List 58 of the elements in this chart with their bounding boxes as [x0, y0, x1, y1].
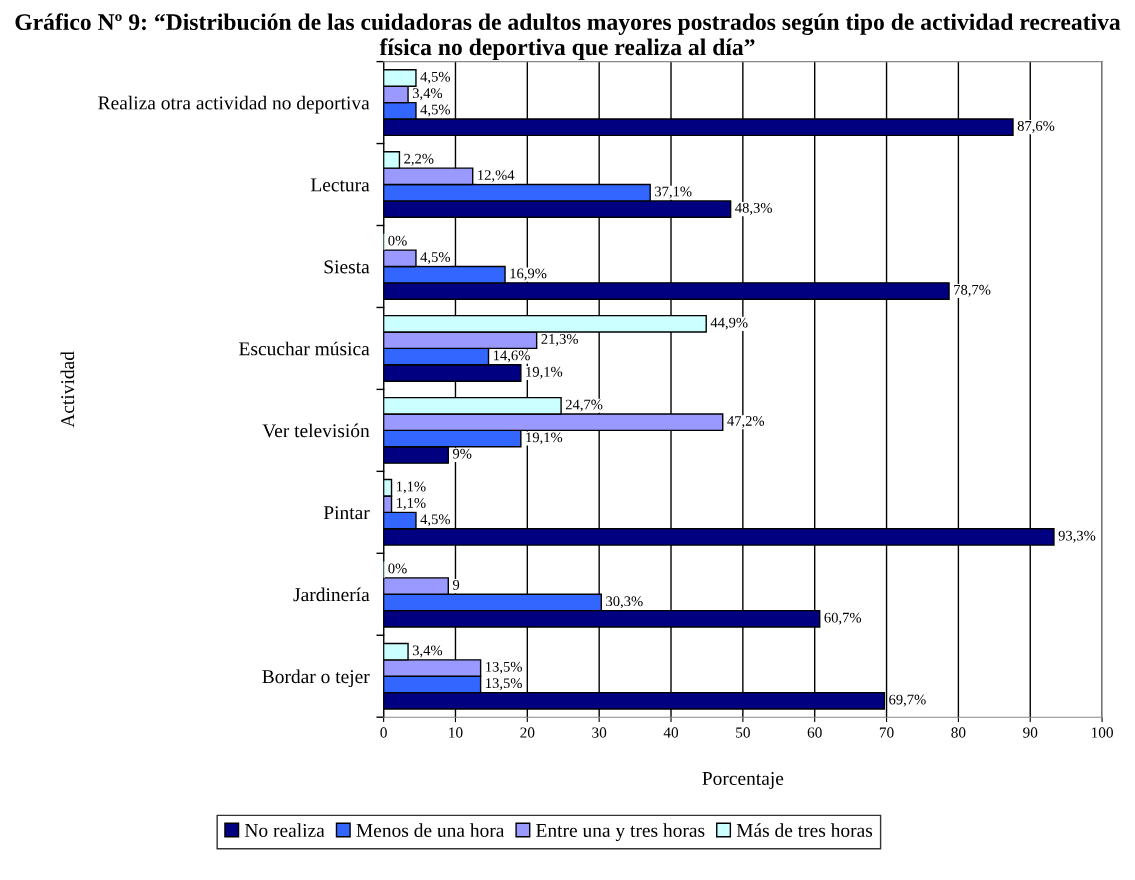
- data-label: 4,5%: [420, 104, 451, 117]
- data-label: 4,5%: [420, 252, 451, 265]
- data-label: 4,5%: [420, 71, 451, 84]
- x-tick-label: 10: [449, 727, 463, 738]
- data-label: 16,9%: [510, 268, 547, 281]
- data-label: 21,3%: [541, 334, 578, 346]
- data-label: 14,6%: [493, 350, 530, 363]
- data-label: 3,4%: [412, 88, 443, 101]
- data-label: 19,1%: [526, 432, 563, 445]
- data-label: 87,6%: [1017, 120, 1055, 133]
- data-label: 24,7%: [565, 399, 603, 412]
- data-label: 9: [452, 579, 460, 590]
- y-tick-label: Realiza otra actividad no deportiva: [98, 95, 370, 114]
- legend-label: No realiza: [244, 823, 325, 838]
- data-label: 93,3%: [1058, 530, 1096, 543]
- y-tick-label: Lectura: [310, 178, 370, 192]
- x-tick-label: 40: [663, 727, 679, 738]
- x-tick-label: 70: [879, 727, 894, 738]
- data-label: 47,2%: [727, 415, 765, 428]
- data-label: 37,1%: [655, 186, 692, 199]
- data-label: 30,3%: [606, 596, 643, 609]
- data-label: 9%: [452, 448, 472, 459]
- data-label: 78,7%: [954, 284, 991, 297]
- x-tick-label: 20: [520, 727, 535, 738]
- legend-label: Más de tres horas: [736, 823, 873, 838]
- x-tick-label: 80: [951, 727, 966, 738]
- data-label: 48,3%: [735, 202, 772, 215]
- y-tick-label: Ver televisión: [262, 423, 370, 438]
- y-tick-label: Jardinería: [293, 587, 370, 602]
- data-label: 60,7%: [824, 612, 862, 625]
- data-label: 19,1%: [526, 366, 563, 379]
- data-label: 3,4%: [412, 645, 443, 658]
- data-label: 1,1%: [396, 481, 426, 494]
- data-label: 13,5%: [486, 678, 522, 691]
- y-tick-label: Bordar o tejer: [262, 669, 370, 688]
- legend-label: Entre una y tres horas: [536, 823, 705, 842]
- y-axis-title: Actividad: [60, 351, 75, 428]
- x-axis-title: Porcentaje: [702, 771, 784, 789]
- x-tick-label: 0: [380, 727, 387, 738]
- data-label: 0%: [388, 235, 407, 246]
- data-label: 12,%4: [478, 170, 515, 183]
- data-label: 13,5%: [486, 661, 522, 674]
- data-label: 2,2%: [404, 153, 434, 166]
- y-tick-label: Siesta: [324, 260, 370, 274]
- data-label: 44,9%: [710, 317, 748, 330]
- data-label: 0%: [388, 563, 407, 574]
- x-tick-label: 30: [592, 727, 607, 738]
- data-label: 69,7%: [889, 694, 926, 707]
- x-tick-label: 90: [1023, 727, 1038, 738]
- data-label: 4,5%: [420, 514, 451, 527]
- legend-label: Menos de una hora: [356, 823, 505, 838]
- y-tick-label: Escuchar música: [239, 341, 370, 356]
- data-label: 1,1%: [396, 497, 426, 510]
- chart-title: Gráfico Nº 9: “Distribución de las cuidadoras de adultos mayores postrados según tipo de actividad recreativa física no deportiva que realiza al día”: [15, 13, 1121, 61]
- x-tick-label: 100: [1091, 727, 1113, 738]
- x-tick-label: 60: [807, 727, 822, 738]
- y-tick-label: Pintar: [323, 506, 370, 520]
- x-tick-label: 50: [736, 727, 750, 738]
